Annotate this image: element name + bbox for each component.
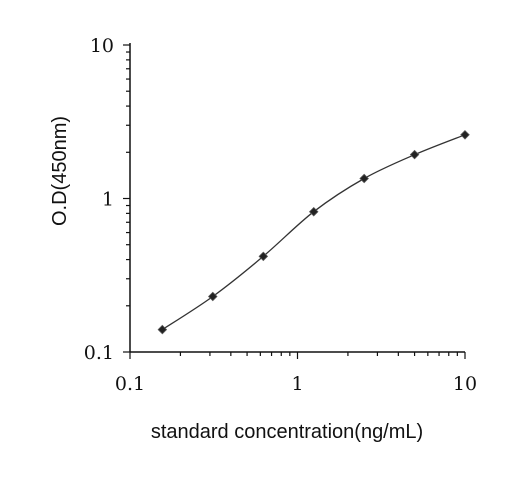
data-point — [258, 251, 269, 262]
data-point — [208, 291, 218, 302]
data-point — [409, 149, 420, 160]
axes — [129, 43, 465, 353]
fit-curve — [161, 134, 466, 331]
ticks — [123, 44, 466, 359]
x-axis-label: standard concentration(ng/mL) — [151, 421, 423, 443]
tick-labels: 0.1 1 10 0.1 1 10 — [84, 35, 477, 395]
data-point — [308, 206, 319, 217]
data-point — [460, 130, 470, 140]
data-points — [157, 130, 470, 335]
data-point — [359, 173, 369, 184]
x-tick-label: 1 — [291, 373, 303, 395]
x-tick-label: 10 — [453, 373, 477, 395]
x-tick-label: 0.1 — [115, 373, 145, 395]
y-tick-label: 0.1 — [84, 342, 114, 364]
y-tick-label: 1 — [102, 189, 114, 211]
y-axis-label: O.D(450nm) — [49, 116, 71, 226]
data-point — [157, 324, 168, 335]
y-tick-label: 10 — [90, 35, 114, 57]
